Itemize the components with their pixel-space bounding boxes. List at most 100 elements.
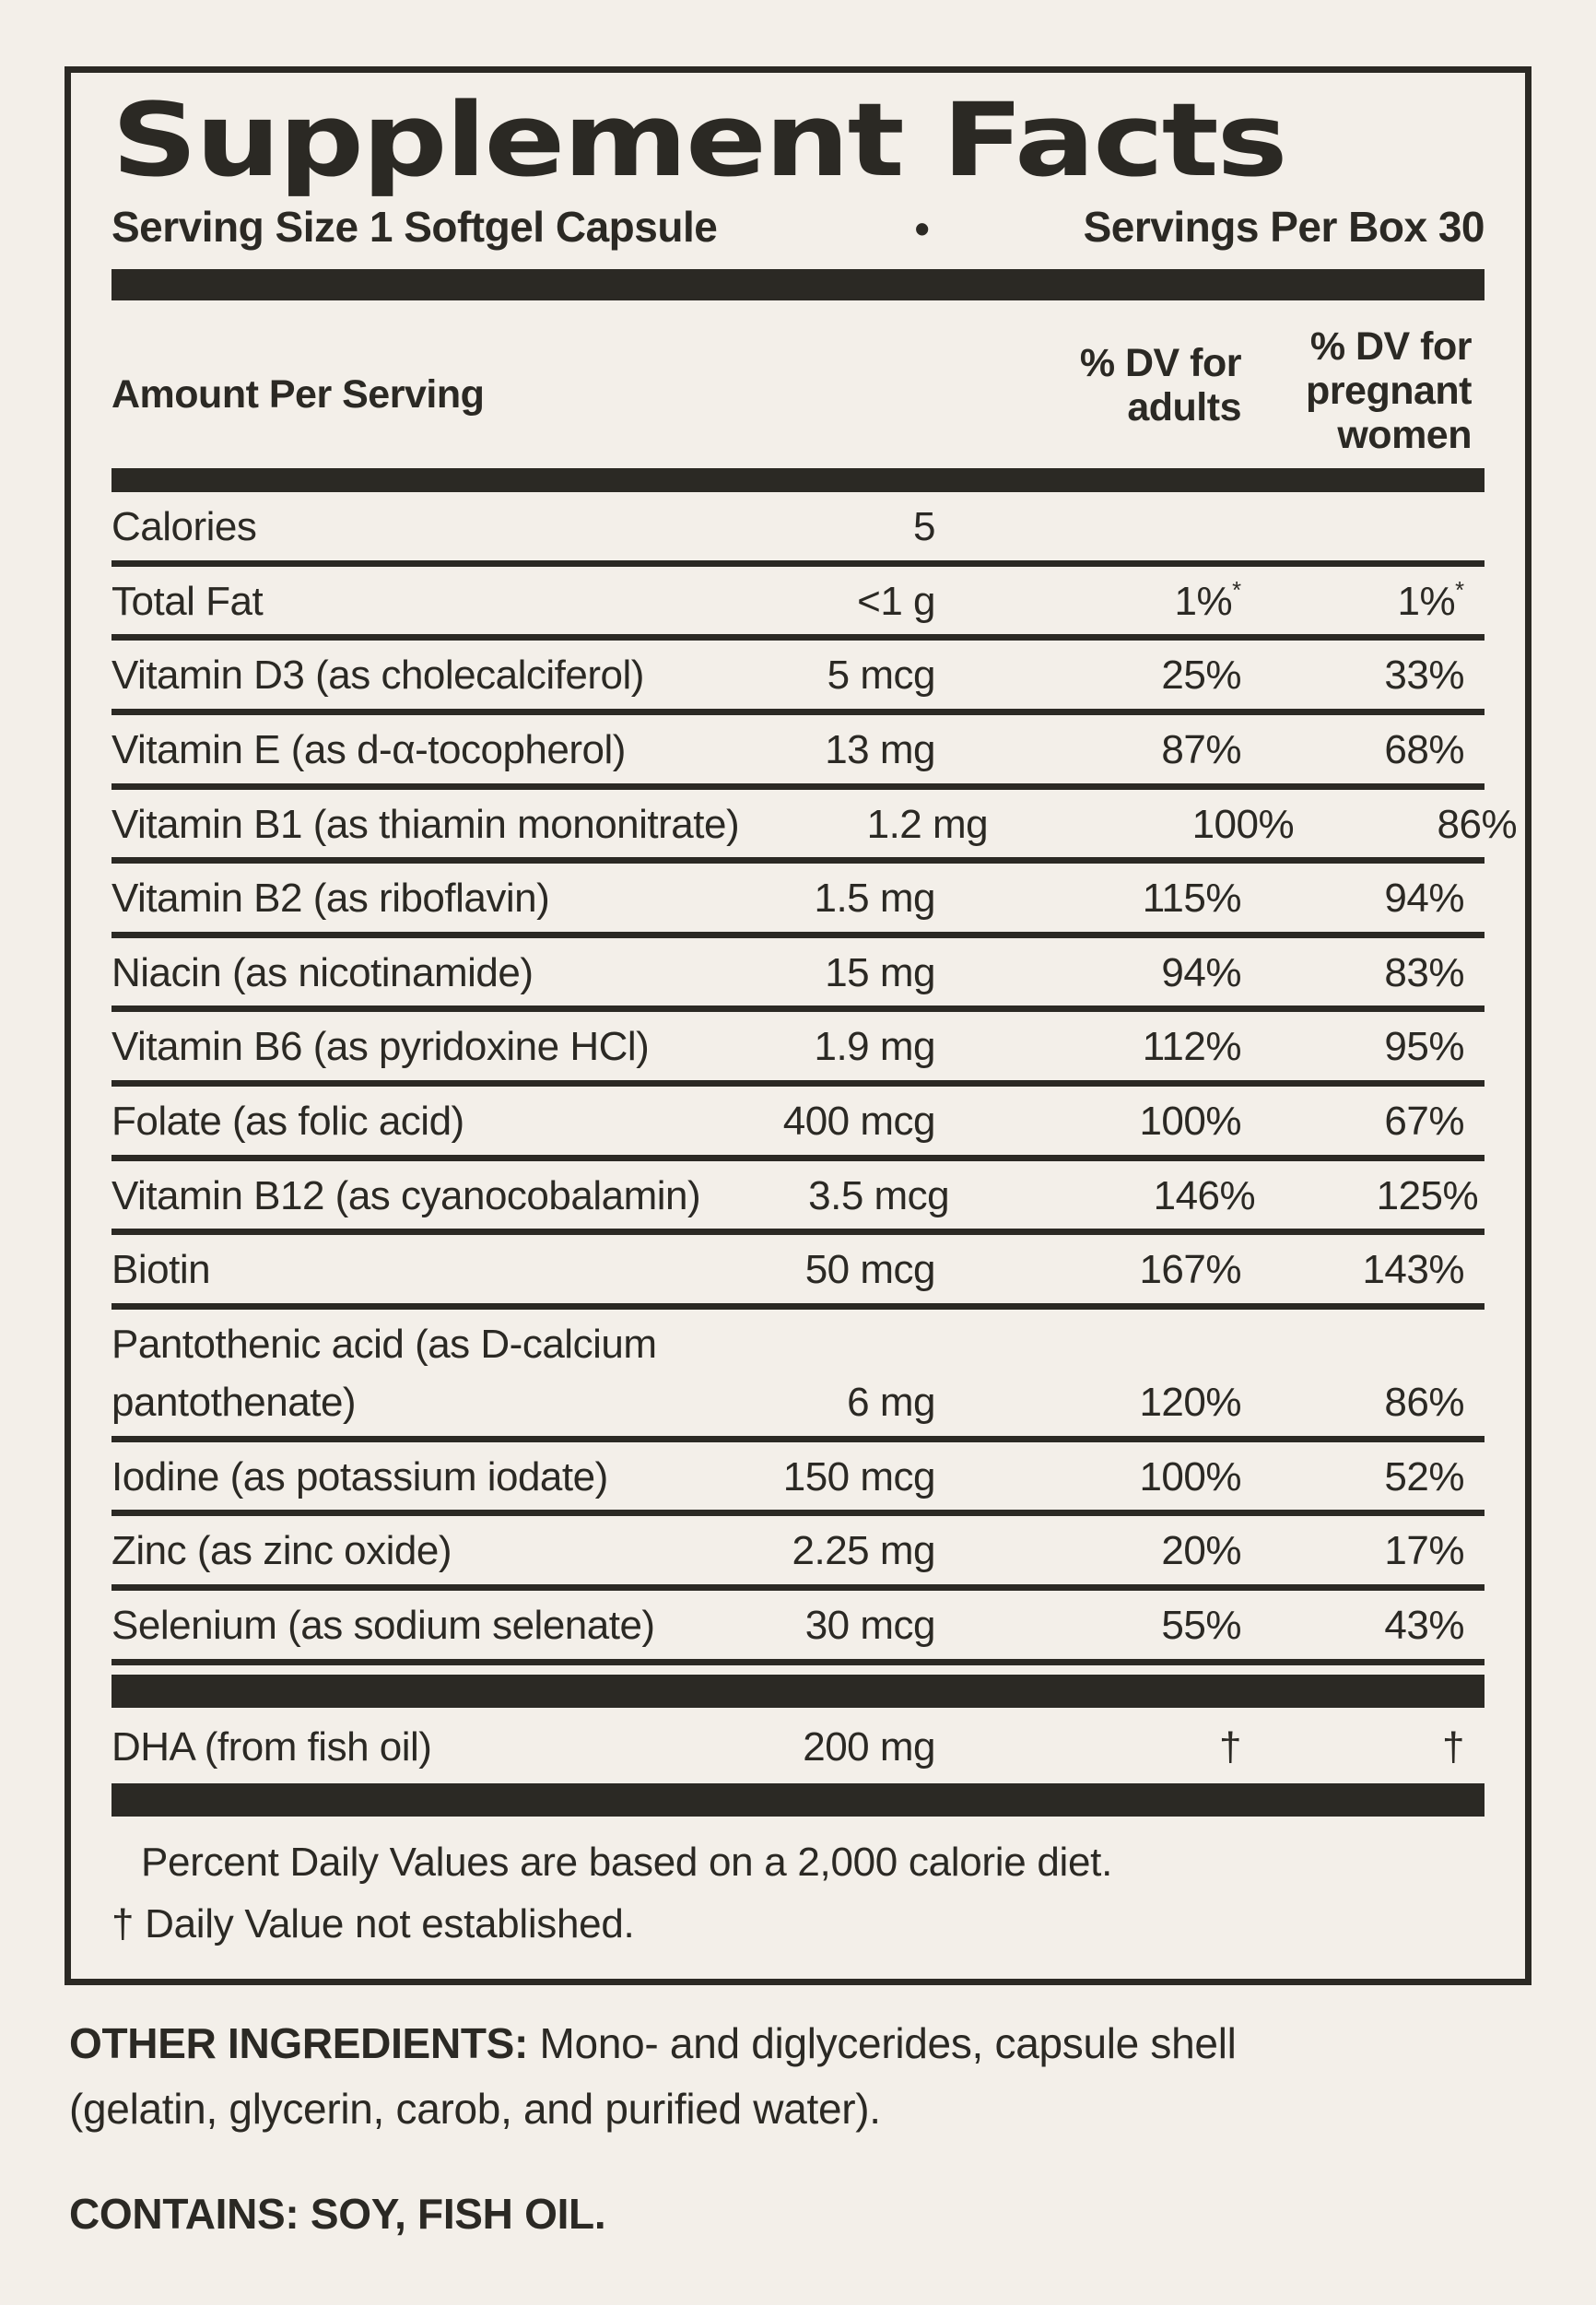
row-name: Vitamin B2 (as riboflavin) bbox=[111, 876, 550, 922]
row-name: Calories bbox=[111, 504, 257, 550]
row-name: Selenium (as sodium selenate) bbox=[111, 1603, 655, 1649]
table-row: Folate (as folic acid) 400 mcg 100% 67% bbox=[111, 1087, 1485, 1161]
contains-text: SOY, FISH OIL. bbox=[299, 2189, 606, 2238]
other-ingredients-line: OTHER INGREDIENTS: Mono- and diglyceride… bbox=[69, 2011, 1350, 2143]
row-adults-dv: 100% bbox=[1191, 801, 1295, 847]
row-amount: 3.5 mcg bbox=[808, 1172, 950, 1218]
row-amount: 5 mcg bbox=[827, 653, 936, 699]
row-adults-dv: 115% bbox=[1142, 876, 1242, 922]
row-adults-dv: 94% bbox=[1161, 949, 1241, 995]
table-row: Pantothenic acid (as D-calcium pantothena… bbox=[111, 1310, 1485, 1442]
row-amount: 1.2 mg bbox=[866, 801, 989, 847]
row-name: Vitamin B12 (as cyanocobalamin) bbox=[111, 1172, 701, 1218]
row-pregnant-dv: 43% bbox=[1384, 1603, 1464, 1649]
percent-dv-footnote: Percent Daily Values are based on a 2,00… bbox=[141, 1840, 1113, 1886]
row-name: Vitamin E (as d-α-tocopherol) bbox=[111, 726, 626, 772]
row-adults-dv: 100% bbox=[1139, 1453, 1241, 1499]
serving-size-text: Serving Size 1 Softgel Capsule bbox=[111, 202, 718, 251]
servings-per-box-text: Servings Per Box 30 bbox=[1083, 202, 1485, 251]
row-pregnant-dv: 94% bbox=[1384, 876, 1464, 922]
serving-line: Serving Size 1 Softgel Capsule • Serving… bbox=[111, 202, 1485, 253]
row-amount: 1.5 mg bbox=[814, 876, 935, 922]
row-pregnant-dv: 17% bbox=[1384, 1528, 1464, 1574]
dha-section: DHA (from fish oil) 200 mg † † bbox=[111, 1708, 1485, 1784]
row-pregnant-dv: 52% bbox=[1384, 1453, 1464, 1499]
contains-label: CONTAINS: bbox=[69, 2189, 299, 2238]
table-row: DHA (from fish oil) 200 mg † † bbox=[111, 1708, 1485, 1784]
other-ingredients-text: Mono- and diglycerides, capsule shell (g… bbox=[69, 2019, 1237, 2134]
row-pregnant-dv: 83% bbox=[1384, 949, 1464, 995]
row-name: Vitamin B1 (as thiamin mononitrate) bbox=[111, 801, 740, 847]
row-amount: 15 mg bbox=[825, 949, 935, 995]
row-name: Vitamin B6 (as pyridoxine HCl) bbox=[111, 1024, 650, 1070]
row-amount: 2.25 mg bbox=[792, 1528, 936, 1574]
row-amount: 30 mcg bbox=[804, 1603, 936, 1649]
row-pregnant-dv: 95% bbox=[1384, 1024, 1464, 1070]
row-name: DHA (from fish oil) bbox=[111, 1723, 432, 1770]
row-adults-dv: † bbox=[1219, 1723, 1241, 1770]
supplement-facts-panel: Supplement Facts Serving Size 1 Softgel … bbox=[65, 66, 1531, 1985]
row-name-line1: Pantothenic acid (as D-calcium bbox=[111, 1321, 657, 1367]
thick-divider-top bbox=[111, 268, 1485, 300]
amount-per-serving-header: Amount Per Serving bbox=[111, 372, 485, 417]
table-row: Niacin (as nicotinamide) 15 mg 94% 83% bbox=[111, 938, 1485, 1013]
other-ingredients-label: OTHER INGREDIENTS: bbox=[69, 2019, 529, 2067]
row-name: Folate (as folic acid) bbox=[111, 1098, 464, 1144]
row-name: Vitamin D3 (as cholecalciferol) bbox=[111, 653, 644, 699]
table-row: Total Fat <1 g 1%* 1%* bbox=[111, 567, 1485, 641]
table-row: Selenium (as sodium selenate) 30 mcg 55% 43… bbox=[111, 1591, 1485, 1665]
contains-line: CONTAINS: SOY, FISH OIL. bbox=[69, 2182, 1350, 2247]
row-adults-dv: 55% bbox=[1161, 1603, 1241, 1649]
row-adults-dv: 112% bbox=[1142, 1024, 1242, 1070]
row-amount: 200 mg bbox=[803, 1723, 935, 1770]
row-amount: 1.9 mg bbox=[814, 1024, 935, 1070]
table-row: Vitamin B6 (as pyridoxine HCl) 1.9 mg 112%… bbox=[111, 1012, 1485, 1087]
column-headers: Amount Per Serving % DV for adults % DV … bbox=[111, 300, 1485, 468]
thick-divider-header bbox=[111, 468, 1485, 493]
row-pregnant-dv bbox=[1241, 504, 1485, 551]
table-row: Vitamin D3 (as cholecalciferol) 5 mcg 25% 3… bbox=[111, 641, 1485, 715]
footnotes: Percent Daily Values are based on a 2,00… bbox=[111, 1837, 1485, 1949]
dagger-footnote-text: Daily Value not established. bbox=[145, 1901, 635, 1947]
asterisk-note: * bbox=[1455, 578, 1464, 605]
row-pregnant-dv: 68% bbox=[1384, 726, 1464, 772]
row-pregnant-dv: 67% bbox=[1384, 1098, 1464, 1144]
row-amount: 50 mcg bbox=[804, 1247, 936, 1293]
row-pregnant-dv: 86% bbox=[1384, 1380, 1464, 1426]
row-amount: 6 mg bbox=[847, 1380, 935, 1426]
row-amount: 400 mcg bbox=[782, 1098, 936, 1144]
dagger-footnote: † Daily Value not established. bbox=[111, 1899, 1485, 1949]
row-name: Zinc (as zinc oxide) bbox=[111, 1528, 452, 1574]
row-pregnant-dv: 86% bbox=[1437, 801, 1518, 847]
table-row: Vitamin B12 (as cyanocobalamin) 3.5 mcg 14… bbox=[111, 1161, 1485, 1236]
thick-divider-above-dha bbox=[111, 1674, 1485, 1708]
table-row: Vitamin B1 (as thiamin mononitrate) 1.2 m… bbox=[111, 790, 1518, 864]
row-adults-dv: 1%* bbox=[1174, 578, 1241, 624]
row-pregnant-dv: † bbox=[1442, 1723, 1464, 1770]
row-pregnant-dv: 125% bbox=[1376, 1172, 1479, 1218]
row-pregnant-dv: 33% bbox=[1384, 653, 1464, 699]
row-name: pantothenate) bbox=[111, 1380, 357, 1426]
thick-divider-below-dha bbox=[111, 1783, 1485, 1817]
below-panel-text: OTHER INGREDIENTS: Mono- and diglyceride… bbox=[69, 2011, 1350, 2247]
asterisk-note: * bbox=[1232, 578, 1241, 605]
row-amount: 5 bbox=[913, 504, 935, 550]
row-adults-dv: 120% bbox=[1139, 1380, 1241, 1426]
row-adults-dv: 25% bbox=[1161, 653, 1241, 699]
table-row: Vitamin B2 (as riboflavin) 1.5 mg 115% 94% bbox=[111, 864, 1485, 938]
row-adults-dv: 20% bbox=[1161, 1528, 1241, 1574]
table-row: Biotin 50 mcg 167% 143% bbox=[111, 1235, 1485, 1310]
dv-pregnant-header: % DV for pregnant women bbox=[1306, 323, 1472, 457]
row-pregnant-dv: 1%* bbox=[1397, 578, 1464, 624]
row-amount: 150 mcg bbox=[782, 1453, 936, 1499]
panel-title: Supplement Facts bbox=[111, 81, 1288, 199]
table-row: Iodine (as potassium iodate) 150 mcg 100% 5… bbox=[111, 1442, 1485, 1517]
facts-table-rows: Calories 5 Total Fat <1 g 1%* 1%* Vitamin D3 (… bbox=[111, 492, 1518, 1665]
row-name: Biotin bbox=[111, 1247, 211, 1293]
row-adults-dv: 100% bbox=[1139, 1098, 1241, 1144]
row-adults-dv: 146% bbox=[1153, 1172, 1256, 1218]
row-adults-dv: 167% bbox=[1139, 1247, 1241, 1293]
table-row: Calories 5 bbox=[111, 492, 1485, 567]
row-name: Niacin (as nicotinamide) bbox=[111, 949, 534, 995]
row-pregnant-dv: 143% bbox=[1362, 1247, 1464, 1293]
